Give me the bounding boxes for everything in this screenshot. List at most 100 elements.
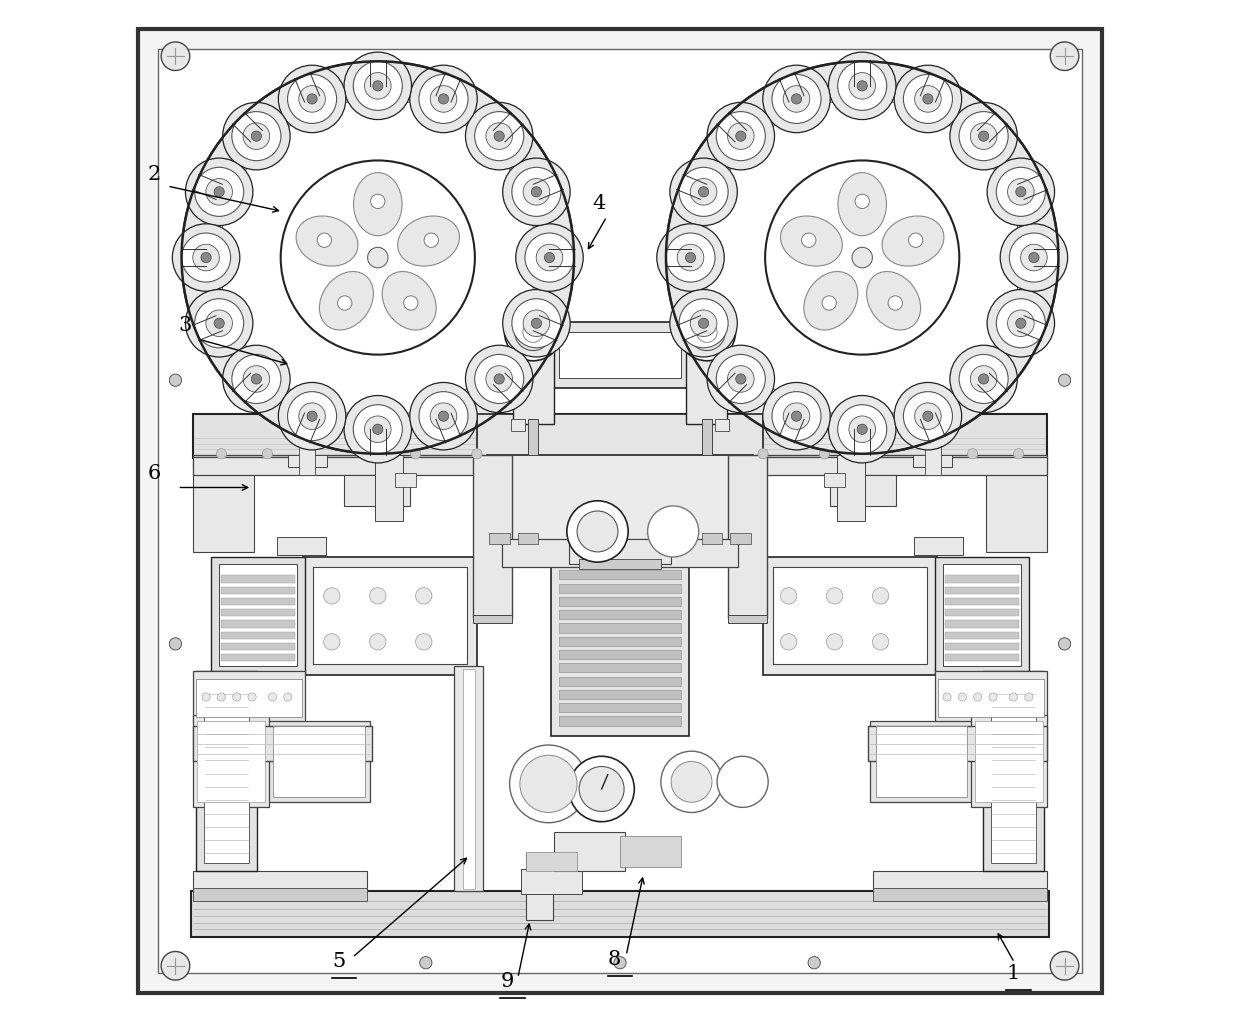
Circle shape [195, 298, 244, 347]
Bar [205, 681, 249, 863]
Bar [945, 598, 1018, 605]
Circle shape [773, 391, 821, 440]
Bar [472, 615, 512, 623]
Bar [559, 677, 681, 686]
Circle shape [691, 179, 717, 205]
Bar [526, 852, 577, 871]
Circle shape [475, 355, 523, 404]
Circle shape [232, 355, 281, 404]
Circle shape [419, 391, 467, 440]
Circle shape [888, 295, 903, 310]
Circle shape [791, 411, 801, 421]
Bar [192, 414, 1048, 458]
Bar [687, 347, 728, 424]
Circle shape [828, 52, 897, 120]
Bar [942, 564, 1021, 666]
Circle shape [614, 957, 626, 969]
Circle shape [909, 233, 923, 247]
Circle shape [370, 588, 386, 604]
Circle shape [161, 42, 190, 71]
Circle shape [971, 366, 997, 392]
Circle shape [280, 160, 475, 355]
Circle shape [826, 588, 843, 604]
Circle shape [263, 449, 273, 459]
Circle shape [505, 304, 562, 361]
Circle shape [181, 233, 231, 282]
Circle shape [698, 318, 709, 328]
Circle shape [1009, 693, 1018, 701]
Circle shape [494, 131, 505, 141]
Circle shape [439, 411, 449, 421]
Circle shape [686, 252, 696, 263]
Circle shape [728, 123, 754, 149]
Text: 1: 1 [1007, 964, 1019, 983]
Circle shape [828, 396, 897, 463]
Circle shape [308, 411, 317, 421]
Bar [222, 620, 295, 628]
Circle shape [1008, 179, 1034, 205]
Bar [222, 654, 295, 661]
Circle shape [959, 111, 1008, 160]
Circle shape [971, 123, 997, 149]
Bar [222, 643, 295, 650]
Bar [983, 671, 1044, 871]
Bar [559, 584, 681, 593]
Bar [222, 632, 295, 639]
Bar [935, 671, 1048, 723]
Circle shape [784, 403, 810, 429]
Bar [730, 533, 750, 544]
Circle shape [978, 374, 988, 384]
Circle shape [808, 957, 821, 969]
Bar [945, 620, 1018, 628]
Circle shape [215, 318, 224, 328]
Circle shape [523, 179, 549, 205]
Circle shape [486, 366, 512, 392]
Circle shape [670, 289, 738, 357]
Circle shape [531, 187, 542, 197]
Circle shape [471, 449, 482, 459]
Bar [569, 539, 671, 564]
Bar [222, 609, 295, 616]
Circle shape [252, 131, 262, 141]
Circle shape [915, 403, 941, 429]
Circle shape [288, 75, 336, 124]
Circle shape [697, 322, 717, 342]
Circle shape [647, 506, 698, 557]
Circle shape [735, 131, 746, 141]
Bar [192, 715, 269, 807]
Circle shape [1008, 310, 1034, 336]
Ellipse shape [320, 272, 373, 330]
Circle shape [494, 374, 505, 384]
Circle shape [186, 158, 253, 226]
Circle shape [419, 75, 467, 124]
Circle shape [201, 252, 211, 263]
Circle shape [678, 304, 735, 361]
Circle shape [1021, 244, 1048, 271]
Circle shape [215, 187, 224, 197]
Bar [277, 537, 326, 555]
Circle shape [904, 391, 952, 440]
Circle shape [409, 65, 477, 133]
Circle shape [525, 233, 574, 282]
Bar [299, 447, 315, 475]
Circle shape [1016, 318, 1025, 328]
Circle shape [838, 405, 887, 454]
Circle shape [987, 289, 1054, 357]
Circle shape [857, 81, 867, 91]
Bar [975, 721, 1043, 802]
Bar [487, 455, 753, 542]
Text: 8: 8 [608, 949, 621, 969]
Circle shape [206, 310, 232, 336]
Circle shape [996, 298, 1045, 347]
Bar [343, 475, 410, 506]
Bar [728, 615, 768, 623]
Circle shape [170, 638, 181, 650]
Circle shape [950, 345, 1017, 413]
Circle shape [671, 761, 712, 802]
Circle shape [288, 391, 336, 440]
Circle shape [1013, 449, 1024, 459]
Circle shape [404, 295, 418, 310]
Circle shape [373, 424, 383, 434]
Bar [914, 455, 952, 467]
Circle shape [717, 355, 765, 404]
